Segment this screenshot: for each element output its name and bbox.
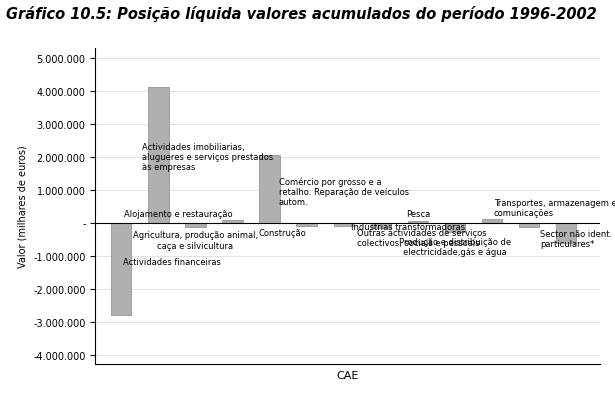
- Bar: [482, 220, 502, 223]
- Bar: [260, 156, 280, 223]
- Bar: [185, 223, 205, 227]
- Bar: [223, 220, 243, 223]
- Text: Construção: Construção: [259, 228, 307, 237]
- Bar: [148, 88, 169, 223]
- Bar: [408, 221, 428, 223]
- Bar: [296, 223, 317, 226]
- X-axis label: CAE: CAE: [336, 370, 359, 380]
- Bar: [519, 223, 539, 227]
- Text: Sector não ident.
particulares*: Sector não ident. particulares*: [541, 229, 613, 248]
- Text: Gráfico 10.5: Posição líquida valores acumulados do período 1996-2002: Gráfico 10.5: Posição líquida valores ac…: [6, 6, 597, 22]
- Text: Outras actividades de serviços
colectivos, sociais e pessoais: Outras actividades de serviços colectivo…: [357, 228, 486, 248]
- Text: Transportes, armazenagem e
comunicações: Transportes, armazenagem e comunicações: [494, 198, 615, 217]
- Text: Pesca: Pesca: [406, 210, 430, 219]
- Bar: [333, 223, 354, 226]
- Text: Produção e distribuição de
electricidade,gás e água: Produção e distribuição de electricidade…: [399, 237, 511, 256]
- Y-axis label: Valor (milhares de euros): Valor (milhares de euros): [18, 145, 28, 268]
- Bar: [445, 223, 465, 233]
- Bar: [111, 223, 132, 315]
- Text: Alojamento e restauração: Alojamento e restauração: [124, 209, 232, 218]
- Text: Agricultura, produção animal,
caça e silvicultura: Agricultura, produção animal, caça e sil…: [133, 230, 258, 250]
- Text: Actividades financeiras: Actividades financeiras: [123, 258, 221, 266]
- Text: Indústrias transformadoras: Indústrias transformadoras: [351, 223, 466, 232]
- Text: Comércio por grosso e a
retalho. Reparação de veículos
autom.: Comércio por grosso e a retalho. Reparaç…: [279, 177, 409, 207]
- Bar: [371, 223, 391, 228]
- Bar: [556, 223, 576, 243]
- Text: Actividades imobiliarias,
alugueres e serviços prestados
às empresas: Actividades imobiliarias, alugueres e se…: [141, 142, 273, 172]
